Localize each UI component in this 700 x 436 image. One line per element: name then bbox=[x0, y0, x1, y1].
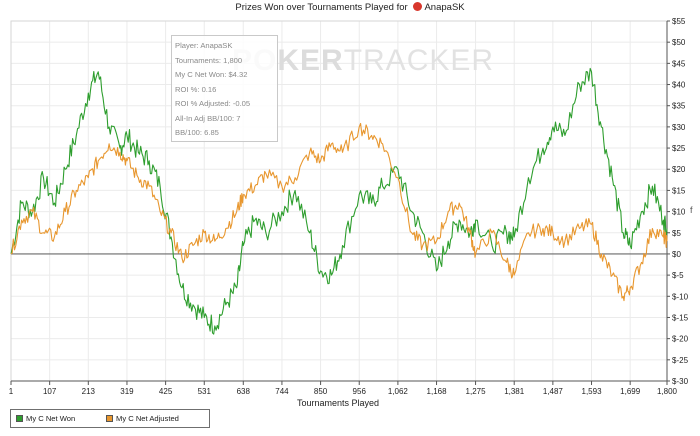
x-tick-label: 956 bbox=[353, 387, 367, 396]
tooltip-player: Player: AnapaSK bbox=[175, 41, 233, 50]
x-tick-label: 531 bbox=[198, 387, 212, 396]
y-tick-label: $20 bbox=[672, 165, 686, 174]
y-tick-label: $0 bbox=[672, 250, 681, 259]
chart-title: Prizes Won over Tournaments Played for A… bbox=[0, 2, 700, 13]
tooltip-roi: ROI %: 0.16 bbox=[175, 84, 217, 94]
legend-item-net-won[interactable]: My C Net Won bbox=[16, 414, 75, 423]
x-tick-label: 1,487 bbox=[543, 387, 564, 396]
series-line-net-won bbox=[10, 67, 668, 335]
y-tick-label: $-15 bbox=[672, 313, 689, 322]
y-tick-label: $10 bbox=[672, 208, 686, 217]
y-tick-label: $55 bbox=[672, 17, 686, 26]
y-tick-label: $-25 bbox=[672, 356, 689, 365]
axes bbox=[10, 20, 668, 382]
legend-swatch-net-adjusted bbox=[106, 415, 113, 422]
y-tick-label: $30 bbox=[672, 123, 686, 132]
x-tick-label: 1,800 bbox=[657, 387, 678, 396]
x-tick-label: 1,275 bbox=[466, 387, 487, 396]
x-tick-label: 1,699 bbox=[620, 387, 641, 396]
x-tick-label: 1,381 bbox=[504, 387, 525, 396]
y-axis-ticks: $-30 $-25 $-20 $-15 $-10 $-5 $0 $5 $10 $15 $20 $25 $… bbox=[667, 17, 689, 386]
x-tick-label: 1,168 bbox=[427, 387, 448, 396]
y-tick-label: $5 bbox=[672, 229, 681, 238]
y-tick-label: $-20 bbox=[672, 335, 689, 344]
y-tick-label: $40 bbox=[672, 81, 686, 90]
x-tick-label: 107 bbox=[43, 387, 57, 396]
axis-clip-glyph: f bbox=[690, 205, 693, 215]
player-name: AnapaSK bbox=[424, 2, 465, 13]
x-tick-label: 425 bbox=[159, 387, 173, 396]
legend-label-net-won: My C Net Won bbox=[26, 414, 76, 423]
poker-chip-icon bbox=[413, 2, 423, 11]
x-tick-label: 1,593 bbox=[582, 387, 603, 396]
x-tick-label: 638 bbox=[237, 387, 251, 396]
y-tick-label: $35 bbox=[672, 102, 686, 111]
x-axis-label: Tournaments Played bbox=[297, 398, 379, 408]
legend-item-net-adjusted[interactable]: My C Net Adjusted bbox=[106, 414, 179, 423]
series-line-net-adjusted bbox=[10, 122, 668, 302]
tooltip-tournaments: Tournaments: 1,800 bbox=[175, 55, 243, 65]
y-tick-label: $50 bbox=[672, 38, 686, 47]
tooltip-net-won: My C Net Won: $4.32 bbox=[175, 70, 248, 79]
chart-legend: My C Net Won My C Net Adjusted bbox=[10, 409, 210, 428]
x-axis-ticks: 1 107 213 319 425 531 638 744 850 956 1,062 1,168 1,… bbox=[9, 381, 678, 396]
legend-swatch-net-won bbox=[16, 415, 23, 422]
tooltip-allin-bb: All-In Adj BB/100: 7 bbox=[175, 113, 241, 123]
series-layer bbox=[10, 67, 668, 335]
x-tick-label: 319 bbox=[120, 387, 134, 396]
y-tick-label: $-30 bbox=[672, 377, 689, 386]
watermark-brand-b: TRACKER bbox=[343, 44, 495, 77]
x-tick-label: 213 bbox=[82, 387, 96, 396]
y-tick-label: $-10 bbox=[672, 292, 689, 301]
tooltip-bb100: BB/100: 6.85 bbox=[175, 128, 219, 137]
y-tick-label: $45 bbox=[672, 59, 686, 68]
tooltip-roi-adjusted: ROI % Adjusted: -0.05 bbox=[175, 99, 251, 108]
x-tick-label: 744 bbox=[275, 387, 289, 396]
y-tick-label: $-5 bbox=[672, 271, 684, 280]
chart-title-text: Prizes Won over Tournaments Played for bbox=[235, 2, 408, 13]
stats-tooltip: Player: AnapaSK Tournaments: 1,800 My C … bbox=[171, 35, 278, 142]
x-tick-label: 1,062 bbox=[388, 387, 409, 396]
x-tick-label: 850 bbox=[314, 387, 328, 396]
x-tick-label: 1 bbox=[9, 387, 14, 396]
y-tick-label: $25 bbox=[672, 144, 686, 153]
legend-label-net-adjusted: My C Net Adjusted bbox=[116, 414, 179, 423]
y-tick-label: $15 bbox=[672, 186, 686, 195]
